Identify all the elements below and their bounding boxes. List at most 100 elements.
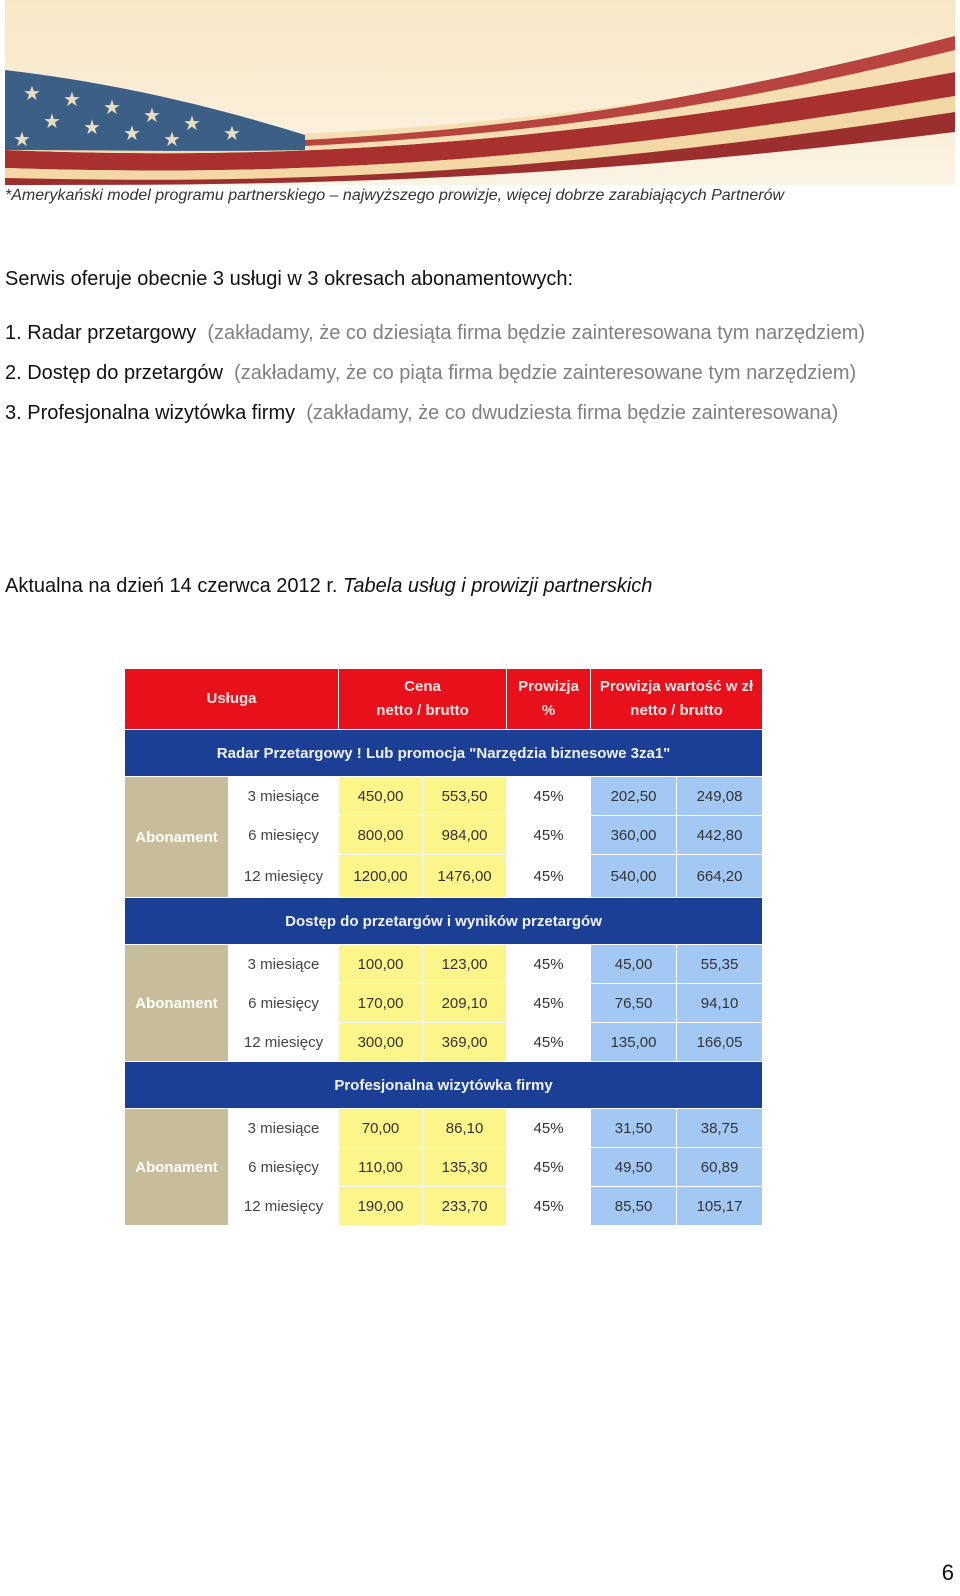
gross-price-cell: 369,00 (422, 1022, 508, 1062)
svg-text:★: ★ (13, 129, 31, 151)
commission-gross-cell: 105,17 (676, 1186, 764, 1226)
net-price-cell: 70,00 (338, 1108, 424, 1148)
gross-price-cell: 86,10 (422, 1108, 508, 1148)
commission-net-cell: 360,00 (590, 815, 678, 855)
service-name: 3. Profesjonalna wizytówka firmy (5, 402, 296, 424)
period-cell: 12 miesięcy (227, 1186, 340, 1226)
net-price-cell: 300,00 (338, 1022, 424, 1062)
gross-price-cell: 984,00 (422, 815, 508, 855)
section-title: Radar Przetargowy ! Lub promocja "Narzęd… (123, 729, 764, 777)
commission-net-cell: 135,00 (590, 1022, 678, 1062)
svg-text:★: ★ (183, 113, 201, 135)
period-cell: 6 miesięcy (227, 983, 340, 1023)
svg-text:★: ★ (223, 123, 241, 145)
commission-gross-cell: 249,08 (676, 776, 764, 816)
commission-pct-cell: 45% (506, 1147, 592, 1187)
date-text: Aktualna na dzień 14 czerwca 2012 r. (5, 575, 338, 597)
header-commission-value: Prowizja wartość w zł netto / brutto (590, 668, 764, 730)
commission-pct-cell: 45% (506, 983, 592, 1023)
header-price-line2: netto / brutto (376, 702, 469, 719)
section-title: Dostęp do przetargów i wyników przetargó… (123, 897, 764, 945)
commission-gross-cell: 94,10 (676, 983, 764, 1023)
row-group-label: Abonament (124, 776, 229, 898)
svg-text:★: ★ (43, 111, 61, 133)
service-name: 1. Radar przetargowy (5, 322, 197, 344)
svg-text:★: ★ (63, 89, 81, 111)
period-cell: 3 miesiące (227, 776, 340, 816)
commission-gross-cell: 664,20 (676, 854, 764, 898)
commission-pct-cell: 45% (506, 1022, 592, 1062)
commission-net-cell: 540,00 (590, 854, 678, 898)
svg-text:★: ★ (163, 129, 181, 151)
page-number: 6 (941, 1560, 954, 1585)
header-commission: Prowizja % (506, 668, 592, 730)
gross-price-cell: 553,50 (422, 776, 508, 816)
period-cell: 12 miesięcy (227, 1022, 340, 1062)
commission-net-cell: 76,50 (590, 983, 678, 1023)
net-price-cell: 100,00 (338, 944, 424, 984)
commission-gross-cell: 38,75 (676, 1108, 764, 1148)
table-row: 12 miesięcy 190,00 233,70 45% 85,50 105,… (125, 1186, 764, 1226)
header-price: Cena netto / brutto (338, 668, 508, 730)
svg-text:★: ★ (83, 117, 101, 139)
service-item: 2. Dostęp do przetargów (zakładamy, że c… (5, 362, 856, 385)
net-price-cell: 190,00 (338, 1186, 424, 1226)
commission-gross-cell: 166,05 (676, 1022, 764, 1062)
commission-gross-cell: 60,89 (676, 1147, 764, 1187)
commission-pct-cell: 45% (506, 776, 592, 816)
row-group-label: Abonament (124, 1108, 229, 1226)
svg-text:★: ★ (103, 97, 121, 119)
net-price-cell: 110,00 (338, 1147, 424, 1187)
gross-price-cell: 123,00 (422, 944, 508, 984)
table-row: 6 miesięcy 110,00 135,30 45% 49,50 60,89 (125, 1147, 764, 1187)
svg-text:★: ★ (143, 105, 161, 127)
section-title: Profesjonalna wizytówka firmy (123, 1061, 764, 1109)
pricing-table: Usługa Cena netto / brutto Prowizja % Pr… (123, 668, 764, 1226)
us-flag-icon: ★ ★ ★ ★ ★ ★ ★ ★ ★ ★ ★ (5, 0, 955, 185)
service-note: (zakładamy, że co dwudziesta firma będzi… (306, 402, 839, 424)
table-row: 6 miesięcy 800,00 984,00 45% 360,00 442,… (125, 815, 764, 855)
period-cell: 12 miesięcy (227, 854, 340, 898)
service-note: (zakładamy, że co piąta firma będzie zai… (234, 362, 857, 384)
svg-text:★: ★ (23, 83, 41, 105)
period-cell: 3 miesiące (227, 1108, 340, 1148)
commission-pct-cell: 45% (506, 1108, 592, 1148)
commission-net-cell: 31,50 (590, 1108, 678, 1148)
header-commission-line1: Prowizja (518, 678, 579, 695)
svg-text:★: ★ (123, 123, 141, 145)
period-cell: 6 miesięcy (227, 1147, 340, 1187)
commission-net-cell: 45,00 (590, 944, 678, 984)
service-note: (zakładamy, że co dziesiąta firma będzie… (207, 322, 866, 344)
us-flag-banner: ★ ★ ★ ★ ★ ★ ★ ★ ★ ★ ★ (5, 0, 955, 185)
commission-net-cell: 49,50 (590, 1147, 678, 1187)
commission-pct-cell: 45% (506, 1186, 592, 1226)
commission-pct-cell: 45% (506, 944, 592, 984)
header-value-line1: Prowizja wartość w zł (599, 678, 754, 695)
net-price-cell: 170,00 (338, 983, 424, 1023)
net-price-cell: 450,00 (338, 776, 424, 816)
commission-gross-cell: 55,35 (676, 944, 764, 984)
commission-net-cell: 85,50 (590, 1186, 678, 1226)
gross-price-cell: 209,10 (422, 983, 508, 1023)
banner-caption: *Amerykański model programu partnerskieg… (5, 187, 785, 204)
table-header-row: Usługa Cena netto / brutto Prowizja % Pr… (123, 668, 764, 730)
commission-pct-cell: 45% (506, 854, 592, 898)
service-name: 2. Dostęp do przetargów (5, 362, 223, 384)
header-service: Usługa (123, 668, 340, 730)
service-item: 3. Profesjonalna wizytówka firmy (zakład… (5, 402, 838, 425)
table-row: Abonament 3 miesiące 100,00 123,00 45% 4… (124, 944, 764, 1062)
period-cell: 3 miesiące (227, 944, 340, 984)
gross-price-cell: 1476,00 (422, 854, 508, 898)
gross-price-cell: 233,70 (422, 1186, 508, 1226)
table-caption: Aktualna na dzień 14 czerwca 2012 r. Tab… (5, 575, 652, 598)
period-cell: 6 miesięcy (227, 815, 340, 855)
header-value-line2: netto / brutto (630, 702, 723, 719)
net-price-cell: 800,00 (338, 815, 424, 855)
table-row: 6 miesięcy 170,00 209,10 45% 76,50 94,10 (125, 983, 764, 1023)
intro-text: Serwis oferuje obecnie 3 usługi w 3 okre… (5, 268, 574, 290)
gross-price-cell: 135,30 (422, 1147, 508, 1187)
commission-pct-cell: 45% (506, 815, 592, 855)
table-title: Tabela usług i prowizji partnerskich (343, 575, 653, 597)
commission-net-cell: 202,50 (590, 776, 678, 816)
header-price-line1: Cena (404, 678, 441, 695)
